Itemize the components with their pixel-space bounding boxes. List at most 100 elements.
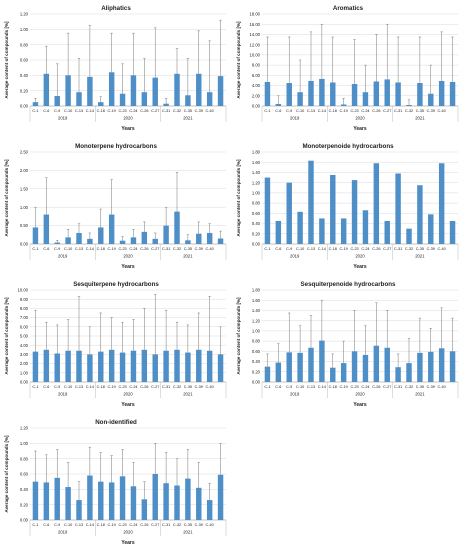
y-axis-label: Average content of compounds [%] <box>4 21 9 99</box>
x-tick-label: C-9 <box>54 109 60 113</box>
x-tick-label: C-23 <box>118 523 126 527</box>
chart-title: Sesquiterpene hydrocarbons <box>73 281 159 288</box>
x-tick-label: C-14 <box>318 385 326 389</box>
y-tick-label: 1.00 <box>252 328 261 333</box>
bar <box>98 102 104 106</box>
bar <box>330 175 336 244</box>
x-tick-label: C-35 <box>184 523 192 527</box>
y-tick-label: 0.60 <box>20 58 29 63</box>
x-tick-label: C-32 <box>405 109 413 113</box>
chart-title: Sesquiterpenoide hydrocarbons <box>301 281 396 288</box>
x-tick-label: C-1 <box>32 523 38 527</box>
x-tick-label: C-31 <box>394 247 402 251</box>
bar <box>449 351 456 382</box>
chart-title: Aromatics <box>333 5 364 12</box>
x-tick-label: C-18 <box>97 523 105 527</box>
bar <box>395 82 401 106</box>
bar <box>428 93 434 106</box>
bar <box>141 349 148 382</box>
y-tick-label: 0.60 <box>252 349 261 354</box>
x-tick-label: C-26 <box>140 385 148 389</box>
bar <box>185 478 191 520</box>
y-tick-label: 2.50 <box>20 150 29 155</box>
y-tick-label: 9.00 <box>20 297 29 302</box>
x-axis-label: Years <box>353 402 367 408</box>
year-group-label: 2020 <box>355 392 365 397</box>
year-group-label: 2019 <box>58 530 68 535</box>
bar <box>308 160 314 244</box>
y-tick-label: 0.80 <box>252 339 261 344</box>
bar <box>340 363 347 382</box>
x-tick-label: C-19 <box>340 109 348 113</box>
bar <box>163 103 169 106</box>
x-tick-label: C-18 <box>329 385 337 389</box>
x-tick-label: C-13 <box>75 385 83 389</box>
x-tick-label: C-39 <box>195 247 203 251</box>
y-tick-label: 12.00 <box>250 42 261 47</box>
x-tick-label: C-27 <box>151 247 159 251</box>
year-group-label: 2020 <box>123 116 133 121</box>
bar <box>275 362 282 382</box>
bar <box>152 474 158 520</box>
bar <box>108 214 115 244</box>
x-tick-label: C-9 <box>286 109 292 113</box>
bar <box>319 218 325 244</box>
x-tick-label: C-10 <box>64 109 72 113</box>
bar <box>43 349 50 382</box>
bar <box>98 481 104 520</box>
bar <box>428 351 434 382</box>
year-group-label: 2020 <box>355 254 365 259</box>
x-tick-label: C-18 <box>329 247 337 251</box>
x-tick-label: C-39 <box>195 109 203 113</box>
x-tick-label: C-13 <box>75 247 83 251</box>
bar <box>152 238 158 244</box>
y-tick-label: 6.00 <box>20 324 29 329</box>
y-tick-label: 1.40 <box>252 170 261 175</box>
bar <box>286 352 292 382</box>
chart-panel-6: Sesquiterpenoide hydrocarbons 0.00 0.20 0.4… <box>236 281 459 408</box>
bar <box>65 237 71 244</box>
bar <box>384 221 390 244</box>
bar <box>351 180 358 244</box>
x-tick-label: C-35 <box>416 109 424 113</box>
bar <box>373 163 380 244</box>
bar <box>286 182 292 244</box>
bar <box>196 233 202 244</box>
y-tick-label: 2.00 <box>252 93 261 98</box>
chart-panel-7: Non-identified 0.00 0.20 0.40 0.60 0.80 1.00 1.… <box>4 419 227 546</box>
year-group-label: 2019 <box>58 254 68 259</box>
y-tick-label: 0.00 <box>252 242 261 247</box>
x-tick-label: C-9 <box>286 385 292 389</box>
x-axis-label: Years <box>121 264 135 270</box>
bar <box>130 486 137 520</box>
y-tick-label: 0.40 <box>252 359 261 364</box>
y-tick-label: 1.80 <box>252 150 261 155</box>
bar <box>428 214 434 244</box>
bar <box>308 347 314 382</box>
bar <box>174 73 180 106</box>
y-tick-label: 0.60 <box>252 211 261 216</box>
bar <box>417 185 423 244</box>
bar <box>65 350 71 382</box>
x-tick-label: C-40 <box>206 109 214 113</box>
bar <box>32 102 39 106</box>
x-tick-label: C-9 <box>54 385 60 389</box>
x-tick-label: C-1 <box>32 385 38 389</box>
year-group-label: 2019 <box>58 392 68 397</box>
bar <box>152 77 158 106</box>
x-tick-label: C-31 <box>394 109 402 113</box>
chart-panel-4: Monoterpenoide hydrocarbons 0.00 0.20 0.40 0… <box>236 143 459 270</box>
chart-panel-5: Sesquiterpene hydrocarbons 0.00 1.00 2.00 3.… <box>4 281 227 408</box>
year-group-label: 2020 <box>123 254 133 259</box>
bar <box>319 78 325 106</box>
x-tick-label: C-19 <box>108 109 116 113</box>
bar <box>449 221 456 244</box>
bar <box>54 96 60 106</box>
bar <box>163 225 169 244</box>
bar <box>76 92 82 106</box>
bar <box>196 487 202 520</box>
x-tick-label: C-32 <box>405 385 413 389</box>
x-tick-label: C-19 <box>108 385 116 389</box>
y-tick-label: 4.00 <box>20 343 29 348</box>
